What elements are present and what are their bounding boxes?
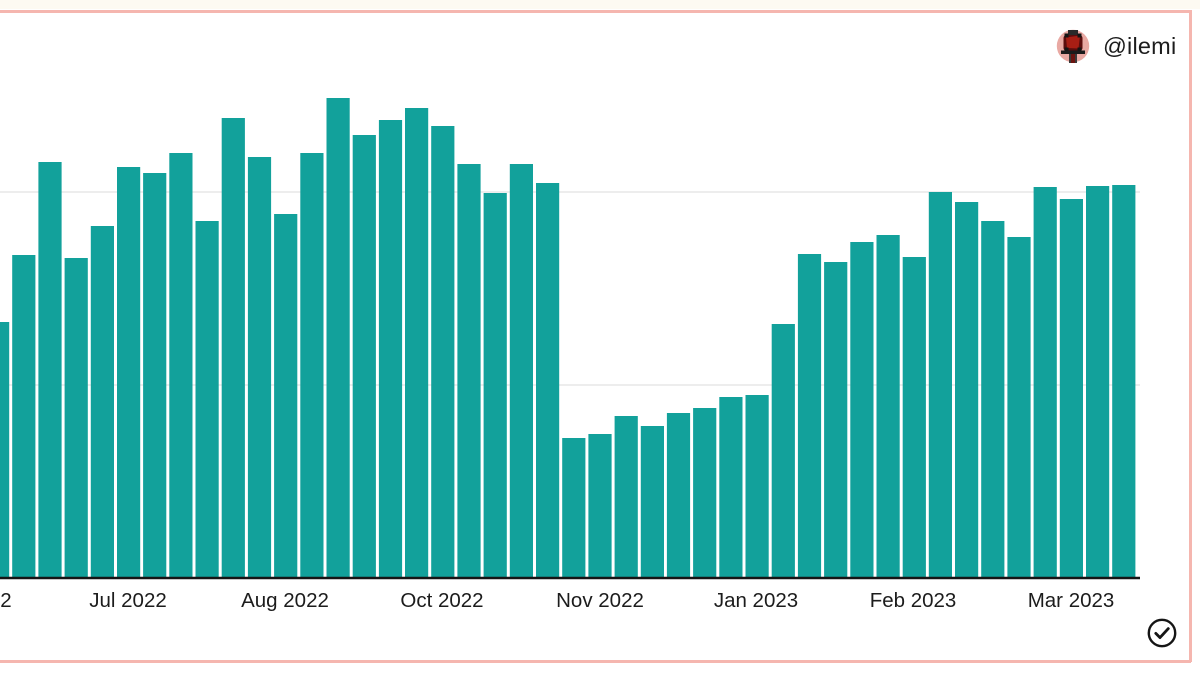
bar[interactable] [1086,186,1110,578]
bar[interactable] [1007,237,1031,578]
bar[interactable] [195,221,219,578]
x-tick-label: Oct 2022 [400,589,483,612]
x-tick-label: Nov 2022 [556,589,644,612]
bar[interactable] [850,242,874,578]
author-byline[interactable]: @ilemi [1056,27,1176,65]
bar[interactable] [326,98,350,578]
author-handle[interactable]: @ilemi [1103,32,1177,59]
top-cream-strip [0,0,1200,9]
bar[interactable] [824,262,848,578]
bar[interactable] [457,164,481,578]
bar[interactable] [300,153,324,578]
bar[interactable] [12,255,36,578]
x-tick-label: Aug 2022 [241,589,329,612]
bar[interactable] [247,157,272,578]
x-tick-label: Mar 2023 [1028,589,1115,612]
bar[interactable] [666,413,691,578]
bar-series [0,98,1136,578]
bar[interactable] [117,167,141,578]
bar[interactable] [405,108,429,578]
bar[interactable] [1033,187,1057,578]
x-tick-label: Feb 2023 [870,589,957,612]
x-tick-labels: 2 Jul 2022 Aug 2022 Oct 2022 Nov 2022 Jan 202… [0,589,1114,612]
bar[interactable] [169,153,193,578]
x-tick-label: Jul 2022 [89,589,167,612]
bar[interactable] [1112,185,1136,578]
bar[interactable] [0,322,10,578]
bar[interactable] [745,395,769,578]
x-tick-label: Jan 2023 [714,589,798,612]
bar[interactable] [771,324,795,578]
bar[interactable] [1059,199,1083,578]
bar[interactable] [143,173,167,578]
bar[interactable] [38,162,62,578]
bar[interactable] [64,258,88,578]
bar[interactable] [536,183,560,578]
avatar-icon[interactable] [1056,29,1090,63]
bar[interactable] [274,214,298,578]
bar[interactable] [876,235,900,578]
bar[interactable] [955,202,979,578]
bar[interactable] [90,226,114,578]
bar[interactable] [981,221,1005,578]
bar[interactable] [928,192,952,578]
bar[interactable] [693,408,717,578]
check-circle-icon[interactable] [1146,617,1178,649]
bar[interactable] [378,120,403,578]
bar[interactable] [902,257,926,578]
bar[interactable] [797,254,822,578]
bar[interactable] [719,397,743,578]
card-border-right [1189,10,1192,662]
card-border-bottom [0,660,1191,663]
x-tick-label: 2 [0,589,11,612]
bar[interactable] [562,438,586,578]
bar[interactable] [352,135,376,578]
bar[interactable] [221,118,245,578]
bar[interactable] [431,126,455,578]
bar[interactable] [614,416,638,578]
bar[interactable] [509,164,533,578]
card-border-top [0,10,1191,13]
bar[interactable] [640,426,664,578]
bar[interactable] [588,434,612,578]
bar[interactable] [483,193,507,578]
